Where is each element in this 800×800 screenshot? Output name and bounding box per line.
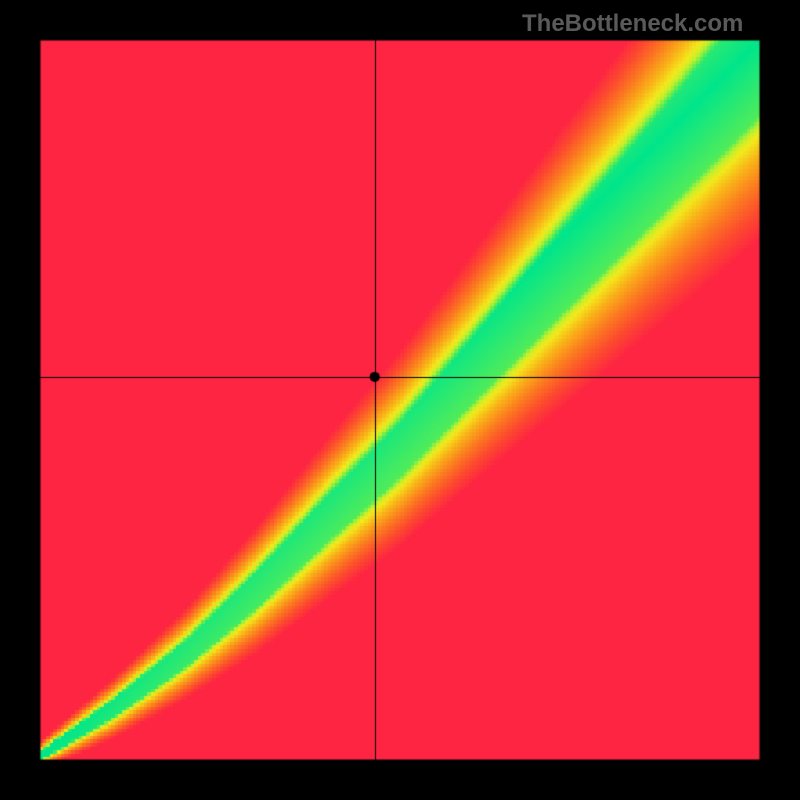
bottleneck-heatmap — [0, 0, 800, 800]
chart-container: TheBottleneck.com — [0, 0, 800, 800]
watermark-text: TheBottleneck.com — [522, 10, 743, 38]
